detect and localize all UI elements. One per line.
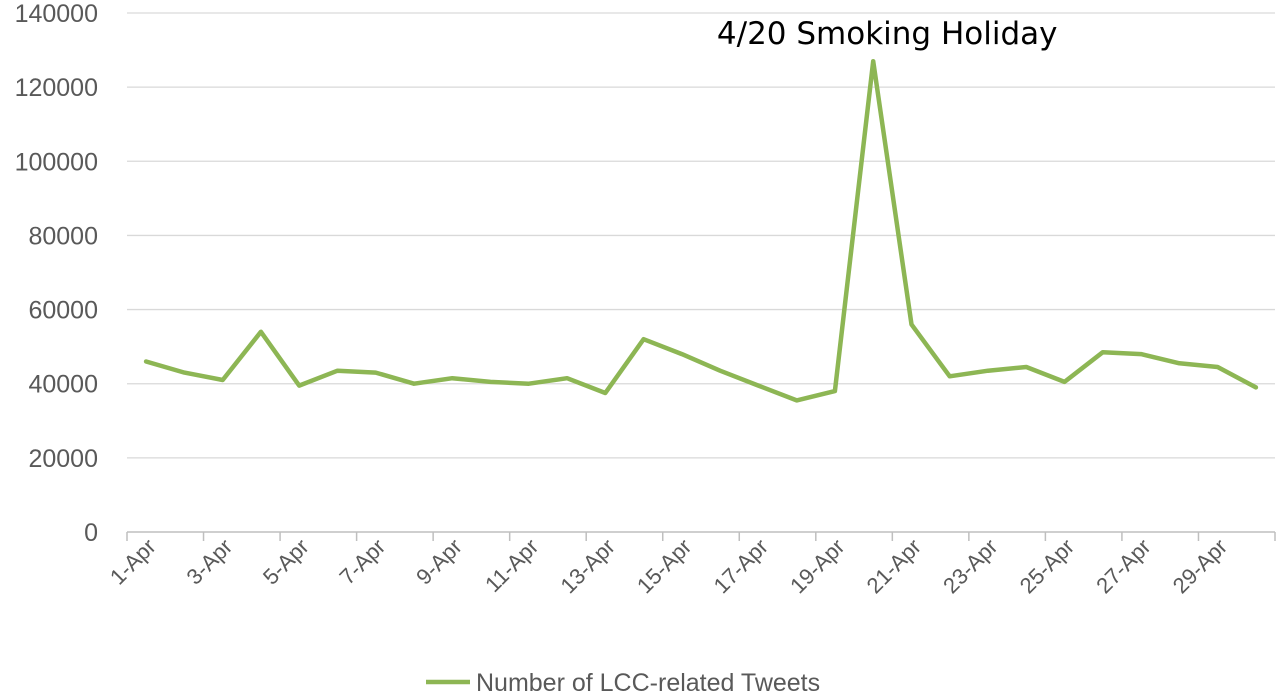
gridlines bbox=[127, 12, 1275, 459]
x-tick-label-3-Apr: 3-Apr bbox=[181, 534, 237, 590]
series-layer bbox=[143, 58, 1259, 403]
x-tick-label-13-Apr: 13-Apr bbox=[555, 534, 619, 598]
x-tick-label-23-Apr: 23-Apr bbox=[938, 534, 1002, 598]
x-tick-label-19-Apr: 19-Apr bbox=[785, 534, 849, 598]
x-tick-label-17-Apr: 17-Apr bbox=[709, 534, 773, 598]
x-tick-label-21-Apr: 21-Apr bbox=[862, 534, 926, 598]
annotation-layer: 4/20 Smoking Holiday bbox=[717, 16, 1058, 52]
x-tick-label-11-Apr: 11-Apr bbox=[480, 534, 543, 597]
y-tick-label-60000: 60000 bbox=[28, 297, 98, 325]
x-tick-label-25-Apr: 25-Apr bbox=[1015, 534, 1079, 598]
x-axis-ticks bbox=[126, 532, 1276, 541]
annotation-0: 4/20 Smoking Holiday bbox=[717, 16, 1058, 52]
y-tick-label-20000: 20000 bbox=[28, 445, 98, 473]
x-tick-label-1-Apr: 1-Apr bbox=[105, 534, 161, 590]
x-tick-label-29-Apr: 29-Apr bbox=[1168, 534, 1232, 598]
y-axis-tick-labels: 0 20000 40000 60000 80000 100000 120000 140000 bbox=[15, 0, 98, 547]
x-tick-label-9-Apr: 9-Apr bbox=[411, 534, 467, 590]
x-tick-label-15-Apr: 15-Apr bbox=[632, 534, 696, 598]
x-tick-label-5-Apr: 5-Apr bbox=[258, 534, 314, 590]
y-tick-label-120000: 120000 bbox=[15, 74, 98, 102]
y-tick-label-140000: 140000 bbox=[15, 0, 98, 28]
y-tick-label-0: 0 bbox=[84, 519, 98, 547]
x-tick-label-27-Apr: 27-Apr bbox=[1091, 534, 1155, 598]
y-tick-label-40000: 40000 bbox=[28, 371, 98, 399]
series-line-0 bbox=[143, 58, 1259, 403]
x-tick-label-7-Apr: 7-Apr bbox=[335, 534, 391, 590]
y-tick-label-100000: 100000 bbox=[15, 148, 98, 176]
legend-label: Number of LCC-related Tweets bbox=[476, 669, 820, 695]
y-tick-label-80000: 80000 bbox=[28, 222, 98, 250]
x-axis-tick-labels: 1-Apr 3-Apr 5-Apr 7-Apr 9-Apr 11-Apr 13-Apr 15-… bbox=[105, 534, 1232, 598]
legend: Number of LCC-related Tweets bbox=[426, 669, 820, 695]
